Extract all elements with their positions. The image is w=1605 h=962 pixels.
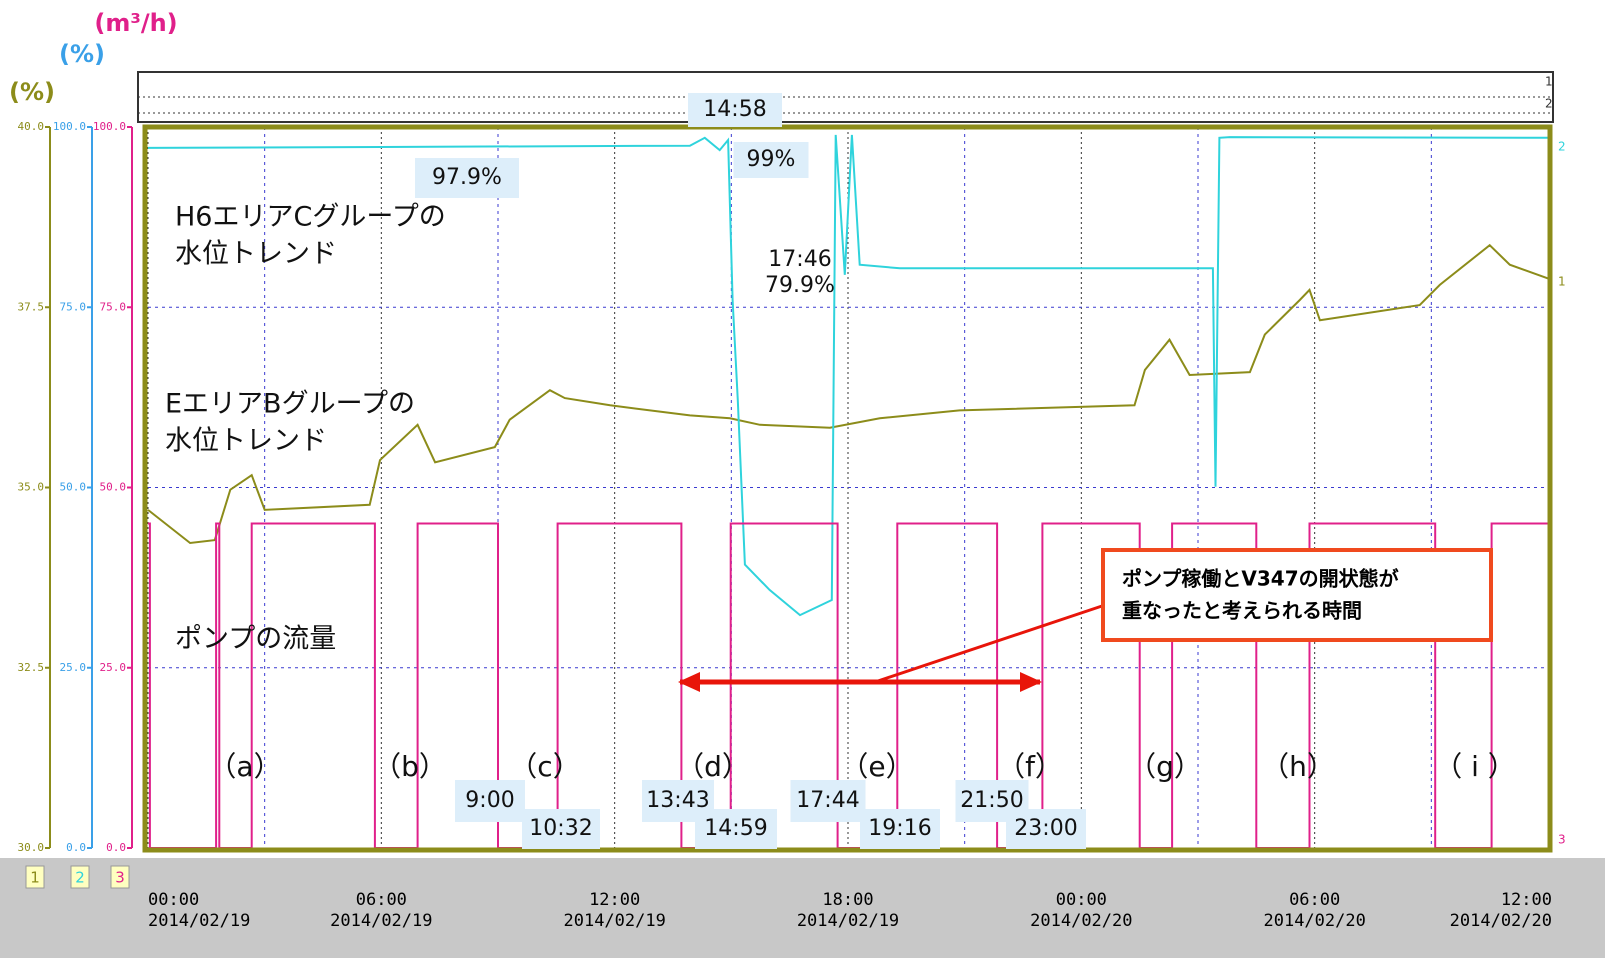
annotation-box — [1006, 809, 1086, 849]
arrow-head — [1020, 672, 1042, 692]
channel-marker: 2 — [1558, 140, 1566, 154]
annotation: 10:32 — [529, 816, 592, 841]
annotation-box — [522, 809, 600, 849]
y-tick-label: 75.0 — [60, 300, 87, 313]
channel-label: 2 — [75, 869, 85, 887]
y-tick-label: 0.0 — [66, 841, 86, 854]
series-line — [147, 243, 1549, 545]
pulse-label: （g） — [1128, 750, 1202, 783]
y-tick-label: 25.0 — [100, 661, 127, 674]
annotation: 79.9% — [765, 273, 835, 298]
callout-text: 重なったと考えられる時間 — [1122, 599, 1362, 623]
y-tick-label: 40.0 — [18, 120, 45, 133]
pulse-label: （h） — [1261, 750, 1335, 783]
x-tick-time: 00:00 — [1056, 890, 1107, 910]
y-tick-label: 50.0 — [100, 481, 127, 494]
series-label: EエリアBグループの — [165, 389, 415, 420]
y-tick-label: 35.0 — [18, 481, 45, 494]
annotation: 9:00 — [465, 788, 514, 813]
event-marker: 1 — [1545, 75, 1553, 89]
plot-frame — [142, 124, 1553, 853]
x-tick-date: 2014/02/19 — [797, 911, 899, 931]
x-tick-date: 2014/02/19 — [330, 911, 432, 931]
x-tick-time: 00:00 — [148, 890, 199, 910]
y-tick-label: 100.0 — [93, 120, 126, 133]
annotation: 23:00 — [1014, 816, 1077, 841]
annotation-box — [455, 780, 525, 822]
annotation-box — [790, 780, 866, 822]
annotation: 97.9% — [432, 165, 502, 190]
y-tick-label: 0.0 — [106, 841, 126, 854]
annotation-box — [688, 93, 782, 127]
y-tick-label: 37.5 — [18, 300, 45, 313]
channel-marker: 3 — [1558, 833, 1566, 847]
x-tick-time: 12:00 — [589, 890, 640, 910]
pulse-label: （ i ） — [1434, 750, 1516, 783]
annotation: 14:59 — [704, 816, 767, 841]
channel-box — [110, 865, 130, 889]
pulse-label: （a） — [208, 750, 281, 783]
annotation: 19:16 — [868, 816, 931, 841]
x-tick-date: 2014/02/20 — [1030, 911, 1132, 931]
arrow-head — [678, 672, 700, 692]
series-line — [147, 134, 1549, 617]
callout-box — [1101, 548, 1493, 642]
channel-box — [25, 865, 45, 889]
x-tick-time: 18:00 — [822, 890, 873, 910]
event-marker: 2 — [1545, 97, 1553, 111]
series-label: 水位トレンド — [175, 239, 337, 270]
y-axis-title: (%) — [59, 40, 105, 68]
pulse-label: （b） — [373, 750, 447, 783]
annotation-box — [733, 142, 809, 178]
x-tick-date: 2014/02/19 — [148, 911, 250, 931]
x-tick-date: 2014/02/20 — [1450, 911, 1552, 931]
x-tick-time: 06:00 — [1289, 890, 1340, 910]
series-label: H6エリアCグループの — [175, 202, 446, 233]
channel-box — [70, 865, 90, 889]
annotation: 21:50 — [960, 788, 1023, 813]
x-tick-date: 2014/02/20 — [1263, 911, 1365, 931]
callout-text: ポンプ稼働とV347の開状態が — [1122, 567, 1399, 591]
x-tick-time: 06:00 — [356, 890, 407, 910]
y-tick-label: 32.5 — [18, 661, 45, 674]
annotation-box — [695, 809, 777, 849]
y-tick-label: 75.0 — [100, 300, 127, 313]
event-strip — [137, 71, 1554, 123]
channel-label: 1 — [30, 869, 40, 887]
y-tick-label: 50.0 — [60, 481, 87, 494]
x-tick-time: 12:00 — [1501, 890, 1552, 910]
y-axis-title: (%) — [9, 78, 55, 106]
annotation: 99% — [747, 147, 796, 172]
y-tick-label: 100.0 — [53, 120, 86, 133]
y-tick-label: 25.0 — [60, 661, 87, 674]
series-label: 水位トレンド — [165, 426, 327, 457]
annotation: 17:46 — [768, 247, 831, 272]
annotation: 13:43 — [646, 788, 709, 813]
time-bar — [0, 858, 1605, 958]
annotation-box — [860, 809, 940, 849]
x-tick-date: 2014/02/19 — [563, 911, 665, 931]
y-tick-label: 30.0 — [18, 841, 45, 854]
y-axis-title: (m³/h) — [94, 9, 177, 37]
callout-leader — [874, 603, 1106, 684]
pulse-label: （f） — [997, 750, 1063, 783]
annotation: 17:44 — [796, 788, 859, 813]
pulse-label: （e） — [840, 750, 913, 783]
pulse-label: （d） — [676, 750, 750, 783]
series-label: ポンプの流量 — [175, 624, 336, 655]
channel-label: 3 — [115, 869, 125, 887]
pulse-label: （c） — [509, 750, 580, 783]
annotation-box — [415, 158, 519, 198]
annotation: 14:58 — [703, 97, 766, 122]
channel-marker: 1 — [1558, 275, 1566, 289]
